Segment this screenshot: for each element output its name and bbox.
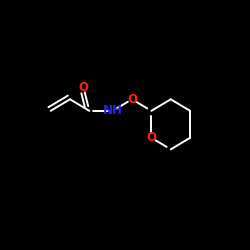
Text: O: O: [78, 81, 88, 94]
Text: O: O: [146, 131, 156, 144]
Text: O: O: [127, 93, 137, 106]
Text: NH: NH: [103, 104, 122, 117]
